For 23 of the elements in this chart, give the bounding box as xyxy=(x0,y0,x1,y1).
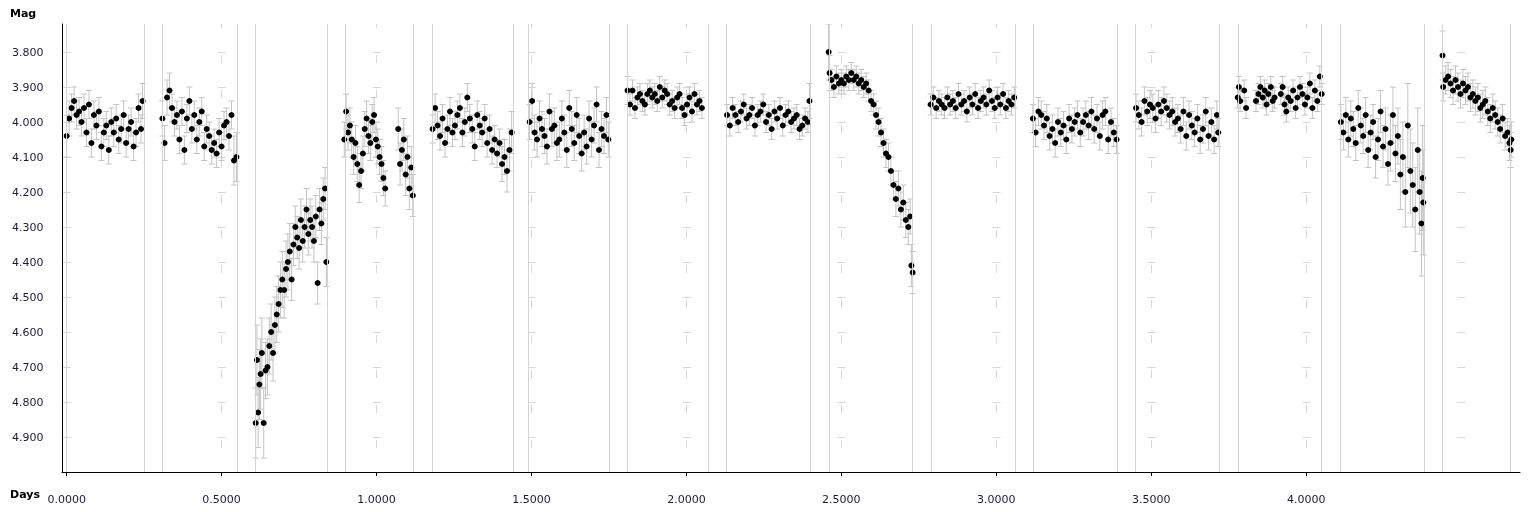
y-tick-label: 4.800 xyxy=(12,395,44,409)
y-tick-label: 4.300 xyxy=(12,220,44,234)
x-tick-label: 1.0000 xyxy=(357,493,396,506)
y-tick-label: 4.000 xyxy=(12,115,44,129)
x-tick-label: 2.0000 xyxy=(667,493,706,506)
y-tick-label: 3.900 xyxy=(12,80,44,94)
x-tick-label: 1.5000 xyxy=(512,493,551,506)
y-tick-label: 4.200 xyxy=(12,185,44,199)
x-tick-label: 2.5000 xyxy=(822,493,861,506)
y-tick-label: 4.500 xyxy=(12,290,44,304)
y-tick-label: 3.800 xyxy=(12,45,44,59)
x-tick-label: 0.0000 xyxy=(47,493,86,506)
x-tick-label: 0.5000 xyxy=(202,493,241,506)
x-tick-label: 3.5000 xyxy=(1131,493,1171,506)
y-tick-label: 4.600 xyxy=(12,325,44,339)
x-tick-label: 4.0000 xyxy=(1286,493,1326,506)
y-tick-label: 4.100 xyxy=(12,150,44,164)
y-tick-label: 4.700 xyxy=(12,360,44,374)
y-axis-title: Mag xyxy=(10,7,37,20)
y-tick-label: 4.900 xyxy=(12,430,44,444)
y-tick-label: 4.400 xyxy=(12,255,44,269)
x-tick-label: 3.0000 xyxy=(977,493,1016,506)
x-axis-title: Days xyxy=(10,488,41,501)
